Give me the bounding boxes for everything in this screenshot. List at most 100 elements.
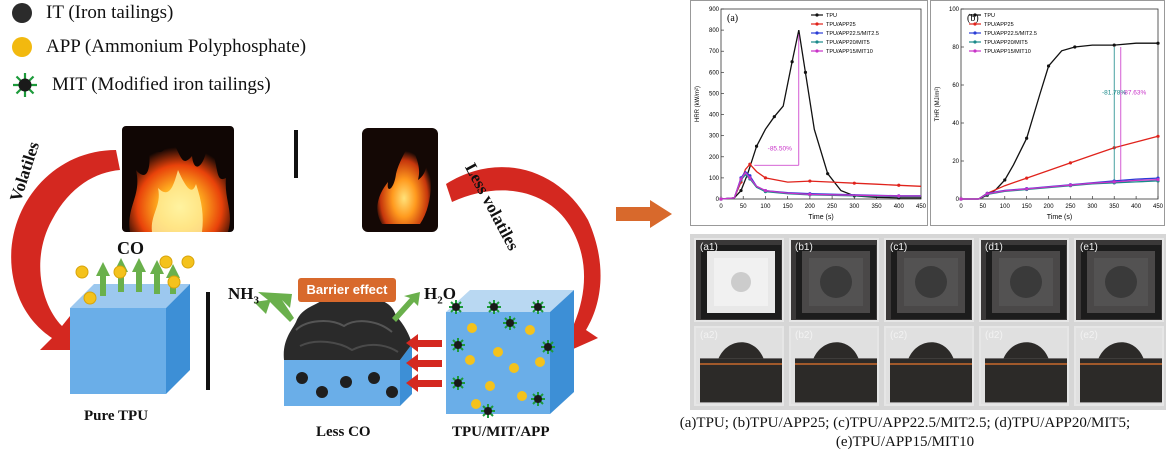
x-tick-label: 450: [1153, 204, 1164, 210]
photo-tag: (a2): [700, 330, 718, 341]
series-line: [720, 171, 921, 200]
y-tick-label: 100: [949, 7, 960, 13]
data-point: [1112, 180, 1116, 184]
x-tick-label: 150: [1022, 204, 1033, 210]
legend-item-app: APP (Ammonium Polyphosphate): [12, 36, 306, 58]
residue-photo-top: (a1): [694, 238, 784, 322]
y-tick-label: 80: [952, 45, 959, 51]
x-tick-label: 150: [783, 204, 794, 210]
hrr-chart: 0 50 100 150 200 250 300 350 400 450 0 100 200 300 400…: [690, 0, 928, 226]
pure-tpu-label: Pure TPU: [84, 408, 149, 424]
reduction-annotation: -87.63%: [1122, 90, 1146, 97]
barrier-effect-badge: Barrier effect: [298, 278, 396, 302]
x-tick-label: 300: [849, 204, 860, 210]
residue-photo-side: (c2): [884, 326, 974, 406]
thr-chart-svg: 0 50 100 150 200 250 300 350 400 450 0 20 40 60 80 100 T…: [935, 7, 1164, 221]
data-point: [739, 177, 743, 181]
volatiles-arrow: [11, 150, 120, 350]
data-point: [719, 197, 723, 201]
y-axis-label: THR (MJ/m²): [935, 87, 941, 122]
residue-photo-side: (e2): [1074, 326, 1164, 406]
y-tick-label: 900: [709, 7, 720, 13]
residue-photo-grid: (a1) (b1) (c1) (d1) (e1) (: [690, 234, 1166, 410]
photo-tag: (d1): [985, 242, 1003, 253]
app-dot-icon: [12, 37, 32, 57]
orange-right-arrow-icon: [616, 200, 672, 228]
separator-line: [206, 292, 210, 390]
thr-chart: 0 50 100 150 200 250 300 350 400 450 0 20 40 60 80 100 T…: [930, 0, 1165, 226]
x-tick-label: 0: [719, 204, 723, 210]
data-point: [808, 192, 812, 196]
x-tick-label: 50: [740, 204, 747, 210]
y-tick-label: 60: [952, 83, 959, 89]
y-tick-label: 100: [709, 176, 720, 182]
tpu-mit-app-label: TPU/MIT/APP: [452, 424, 550, 440]
data-point: [1156, 41, 1160, 45]
data-point: [772, 115, 776, 119]
residue-photo-top: (d1): [979, 238, 1069, 322]
y-axis-label: HRR (kW/m²): [695, 86, 701, 122]
y-tick-label: 500: [709, 91, 720, 97]
x-tick-label: 400: [1131, 204, 1142, 210]
legend-entry: TPU/APP20/MIT5: [826, 40, 870, 46]
legend-marker: [973, 22, 977, 26]
less-volatiles-arrow: [446, 167, 601, 354]
x-tick-label: 200: [1044, 204, 1055, 210]
photo-tag: (c2): [890, 330, 908, 341]
caption-line-1: (a)TPU; (b)TPU/APP25; (c)TPU/APP22.5/MIT…: [679, 415, 1131, 431]
photo-tag: (e2): [1080, 330, 1098, 341]
data-point: [1156, 178, 1160, 182]
char-residue-side-icon: [791, 328, 877, 404]
legend-marker: [815, 49, 819, 53]
data-point: [959, 197, 963, 201]
data-point: [754, 144, 759, 148]
char-residue-side-icon: [696, 328, 782, 404]
data-point: [852, 181, 856, 185]
photo-tag: (e1): [1080, 242, 1098, 253]
residue-photo-top: (b1): [789, 238, 879, 322]
char-residue-icon: [796, 245, 876, 319]
legend-entry: TPU/APP22.5/MIT2.5: [984, 31, 1037, 37]
separator-line: [294, 130, 298, 178]
panel-label: (b): [967, 13, 979, 24]
x-tick-label: 100: [1000, 204, 1011, 210]
fire-image-small: [362, 128, 438, 232]
figure-caption: (a)TPU; (b)TPU/APP25; (c)TPU/APP22.5/MIT…: [640, 414, 1170, 452]
legend-label: APP (Ammonium Polyphosphate): [46, 36, 307, 57]
char-residue-icon: [701, 245, 781, 319]
legend-marker: [815, 40, 819, 44]
series-line: [961, 178, 1159, 200]
char-residue-side-icon: [981, 328, 1067, 404]
photo-tag: (c1): [890, 242, 908, 253]
y-tick-label: 0: [956, 197, 960, 203]
x-tick-label: 400: [894, 204, 905, 210]
data-point: [1046, 64, 1051, 68]
data-point: [763, 176, 768, 180]
x-tick-label: 200: [805, 204, 816, 210]
legend-entry: TPU/APP15/MIT10: [826, 49, 873, 55]
data-point: [897, 183, 901, 187]
iron-tailings-dot-icon: [12, 3, 32, 23]
legend-item-it: IT (Iron tailings): [12, 2, 173, 24]
less-co-label: Less CO: [316, 424, 371, 440]
data-point: [1025, 187, 1029, 191]
legend-entry: TPU/APP25: [984, 22, 1014, 28]
legend-marker: [815, 22, 819, 26]
legend-item-mit: MIT (Modified iron tailings): [12, 72, 271, 98]
plot-area: [960, 8, 1159, 200]
data-point: [985, 192, 989, 196]
photo-tag: (d2): [985, 330, 1003, 341]
reduction-annotation: -85.50%: [768, 145, 792, 152]
data-point: [1003, 178, 1007, 182]
heat-arrows: [406, 334, 442, 392]
iron-particles: [296, 372, 398, 398]
legend-marker: [973, 13, 977, 17]
photo-tag: (b2): [795, 330, 813, 341]
reduction-annotation: -81.78%: [1102, 90, 1126, 97]
x-tick-label: 250: [827, 204, 838, 210]
legend-entry: TPU/APP15/MIT10: [984, 49, 1031, 55]
data-point: [790, 60, 794, 64]
x-tick-label: 350: [872, 204, 883, 210]
y-tick-label: 700: [709, 49, 720, 55]
char-residue-icon: [986, 245, 1066, 319]
